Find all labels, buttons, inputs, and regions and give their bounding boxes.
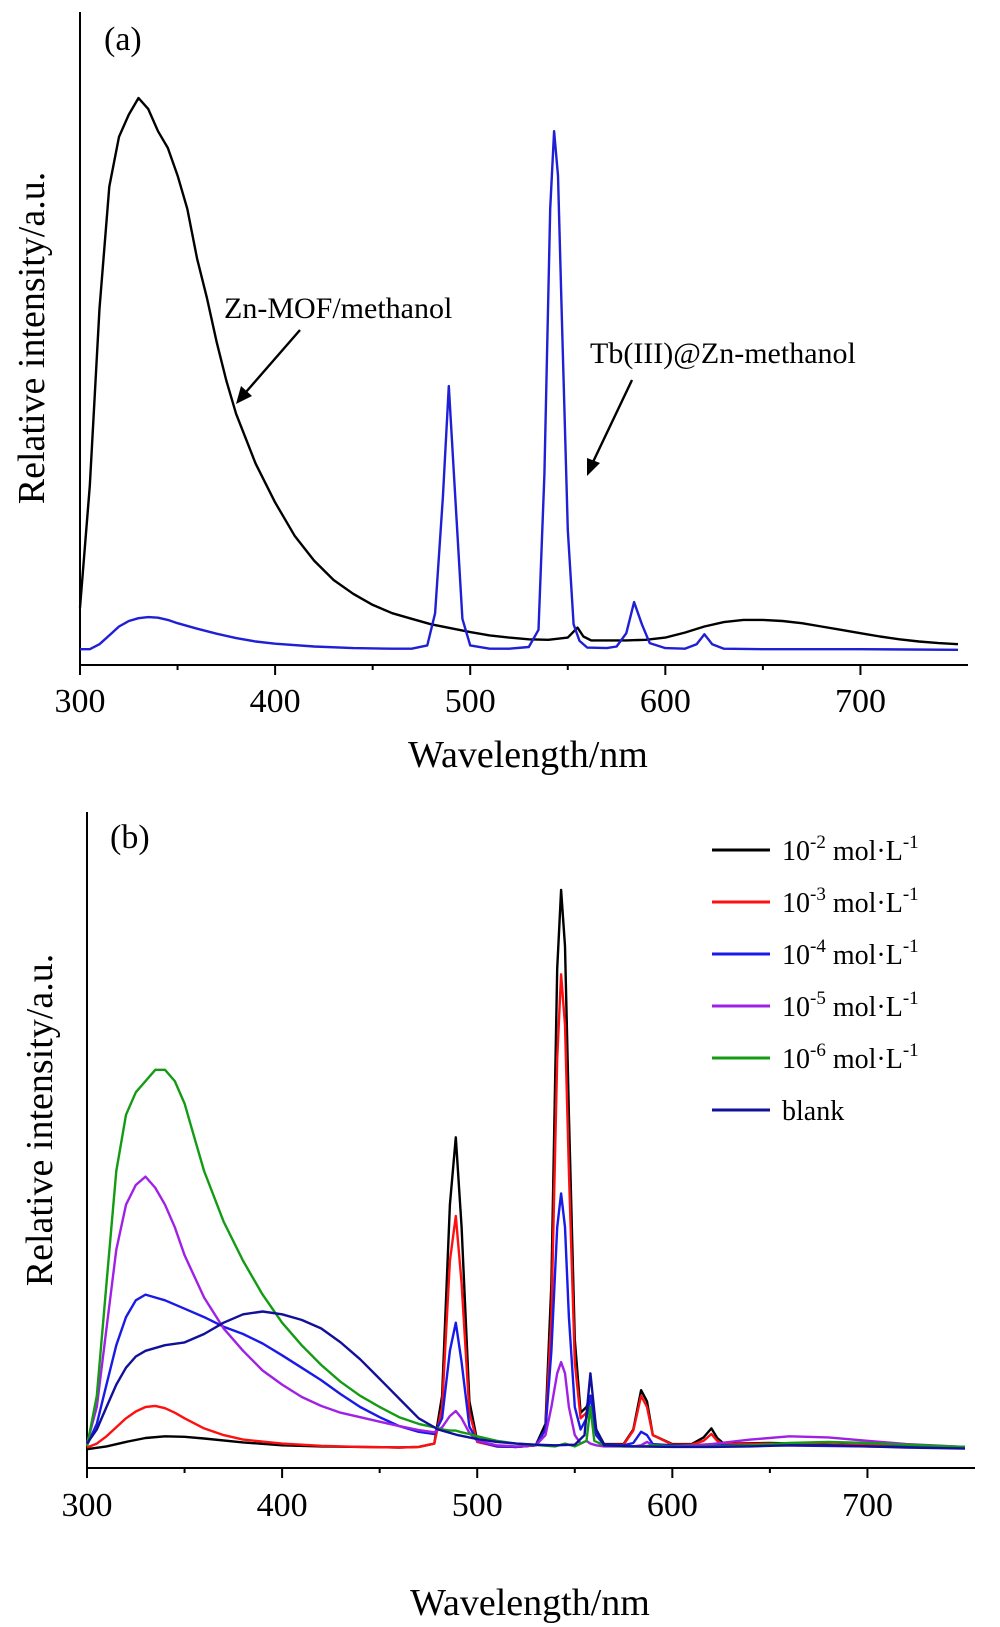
panel-a-ticks: 300 400 500 600 700 bbox=[55, 665, 886, 720]
panel-a-xtick-label: 500 bbox=[445, 683, 496, 720]
panel-a-xlabel: Wavelength/nm bbox=[408, 734, 648, 776]
panel-b-series-line-4 bbox=[85, 1175, 966, 1449]
legend-entry-6: blank bbox=[782, 1096, 844, 1127]
arrow-tb-zn-head bbox=[587, 458, 600, 476]
panel-a-label: (a) bbox=[104, 21, 142, 58]
arrow-zn-mof-shaft bbox=[245, 329, 301, 393]
annotation-zn-mof: Zn-MOF/methanol bbox=[224, 292, 452, 325]
legend-entry-3: 10-4 mol·L-1 bbox=[782, 936, 919, 971]
legend-entry-2: 10-3 mol·L-1 bbox=[782, 884, 919, 919]
panel-b-xtick-label: 300 bbox=[62, 1487, 113, 1524]
panel-b-label: (b) bbox=[110, 819, 150, 856]
legend-entry-1: 10-2 mol·L-1 bbox=[782, 832, 919, 867]
panel-a-series-line-2 bbox=[80, 130, 959, 651]
panel-b-ylabel: Relative intensity/a.u. bbox=[19, 954, 61, 1286]
panel-b-xlabel: Wavelength/nm bbox=[410, 1582, 650, 1624]
panel-a-series bbox=[78, 96, 959, 651]
panel-b-xtick-label: 400 bbox=[257, 1487, 308, 1524]
panel-a-xtick-label: 400 bbox=[250, 683, 301, 720]
panel-a: 300 400 500 600 700 (a) Wavelength/nm Relati… bbox=[11, 12, 968, 776]
panel-a-xtick-label: 300 bbox=[55, 683, 106, 720]
panel-b: 300 400 500 600 700 (b) Wavelength/nm Relati… bbox=[19, 812, 975, 1624]
panel-b-xtick-label: 700 bbox=[842, 1487, 893, 1524]
annotation-tb-zn: Tb(III)@Zn-methanol bbox=[590, 337, 856, 370]
panel-b-ticks: 300 400 500 600 700 bbox=[62, 1468, 893, 1524]
legend-entry-4: 10-5 mol·L-1 bbox=[782, 988, 919, 1023]
panel-a-xtick-label: 700 bbox=[835, 683, 886, 720]
panel-b-series-line-1 bbox=[86, 888, 966, 1451]
arrow-tb-zn-shaft bbox=[591, 379, 634, 463]
arrow-zn-mof-head bbox=[236, 386, 252, 404]
panel-a-xtick-label: 600 bbox=[640, 683, 691, 720]
panel-b-series-line-6 bbox=[86, 1310, 966, 1450]
panel-b-series bbox=[85, 888, 966, 1451]
panel-a-ylabel: Relative intensity/a.u. bbox=[11, 172, 53, 504]
legend-entry-5: 10-6 mol·L-1 bbox=[782, 1040, 919, 1075]
panel-b-legend: 10-2 mol·L-1 10-3 mol·L-1 10-4 mol·L-1 10-5… bbox=[712, 832, 919, 1127]
panel-b-xtick-label: 500 bbox=[452, 1487, 503, 1524]
panel-b-xtick-label: 600 bbox=[647, 1487, 698, 1524]
panel-a-series-line-1 bbox=[78, 96, 959, 646]
